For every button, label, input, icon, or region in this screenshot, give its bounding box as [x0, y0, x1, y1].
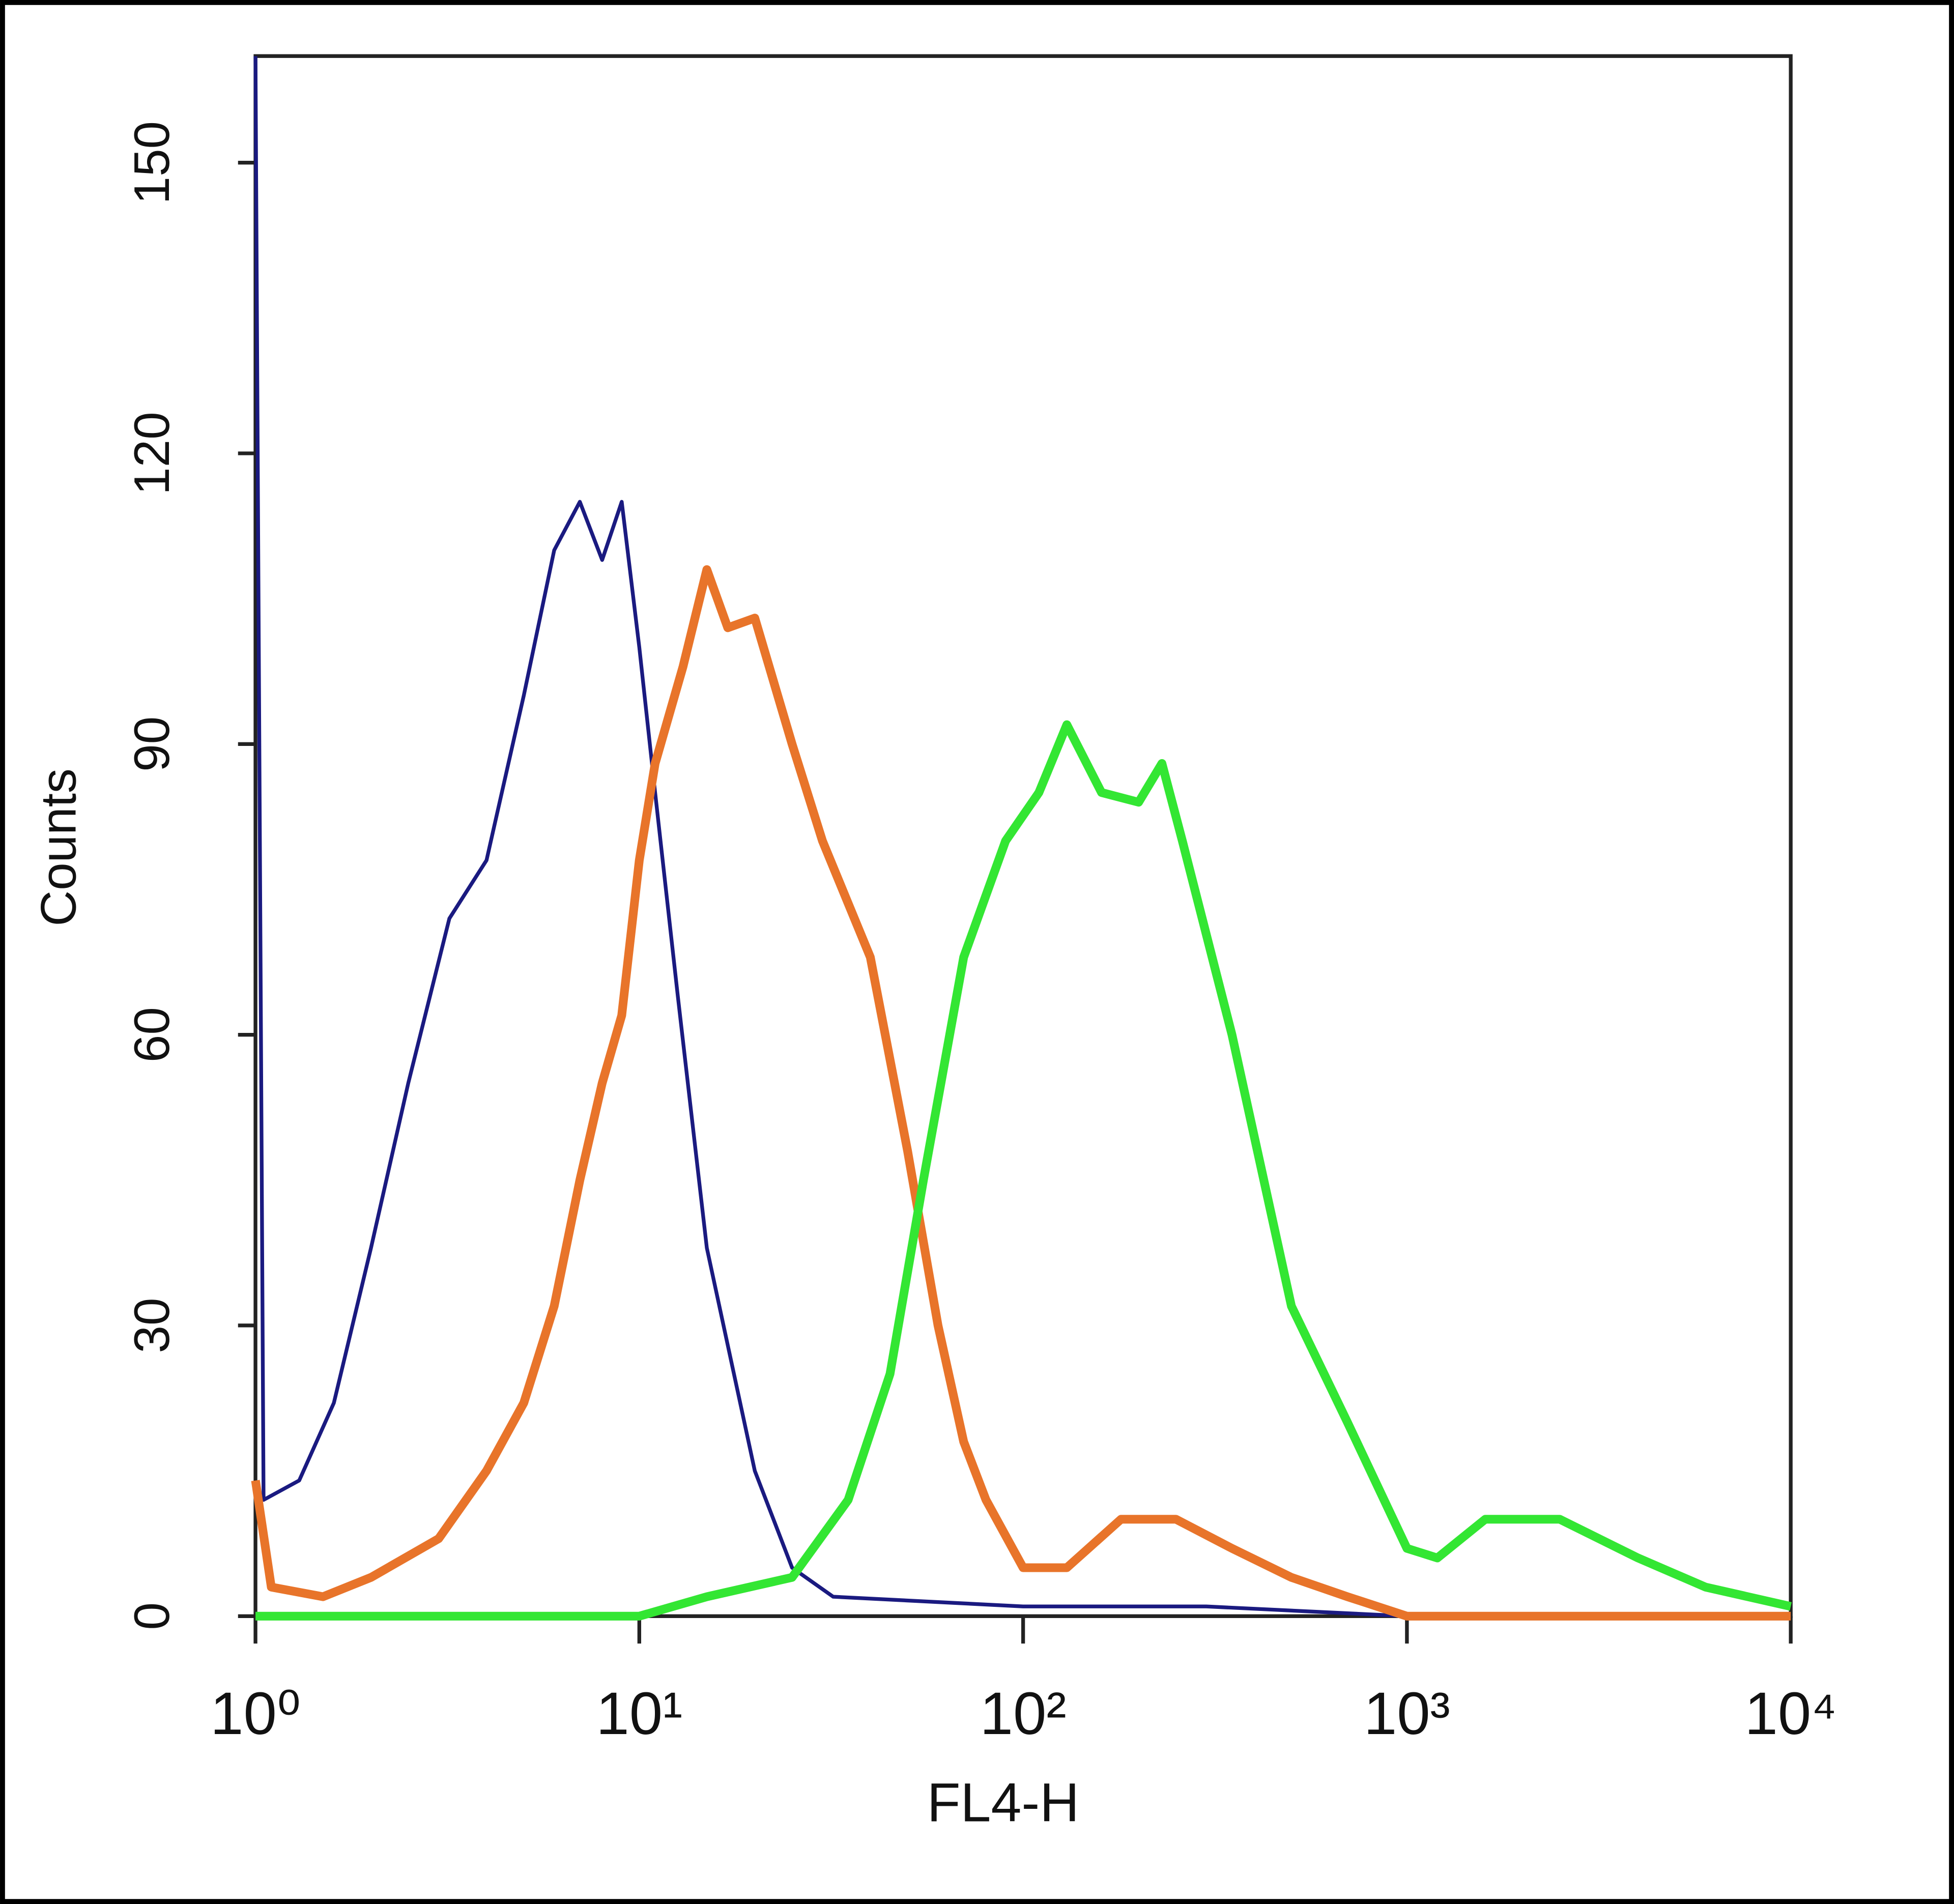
x-tick-label: 10⁴ — [1745, 1680, 1837, 1747]
x-tick-label: 10⁰ — [210, 1680, 301, 1747]
x-axis-label: FL4-H — [927, 1771, 1079, 1833]
y-tick-label: 120 — [124, 412, 180, 495]
histogram-line — [253, 56, 1791, 1618]
histogram-line — [251, 565, 1791, 1621]
y-tick-label: 60 — [124, 1007, 180, 1062]
y-axis-label: Counts — [30, 768, 86, 926]
y-tick-label: 150 — [124, 121, 180, 204]
y-tick-label: 0 — [124, 1602, 180, 1630]
y-tick-label: 30 — [124, 1298, 180, 1353]
x-tick-label: 10² — [980, 1680, 1067, 1747]
y-tick-label: 90 — [124, 716, 180, 772]
x-tick-label: 10¹ — [596, 1680, 682, 1747]
x-tick-label: 10³ — [1364, 1680, 1450, 1747]
histogram-line — [255, 720, 1792, 1621]
